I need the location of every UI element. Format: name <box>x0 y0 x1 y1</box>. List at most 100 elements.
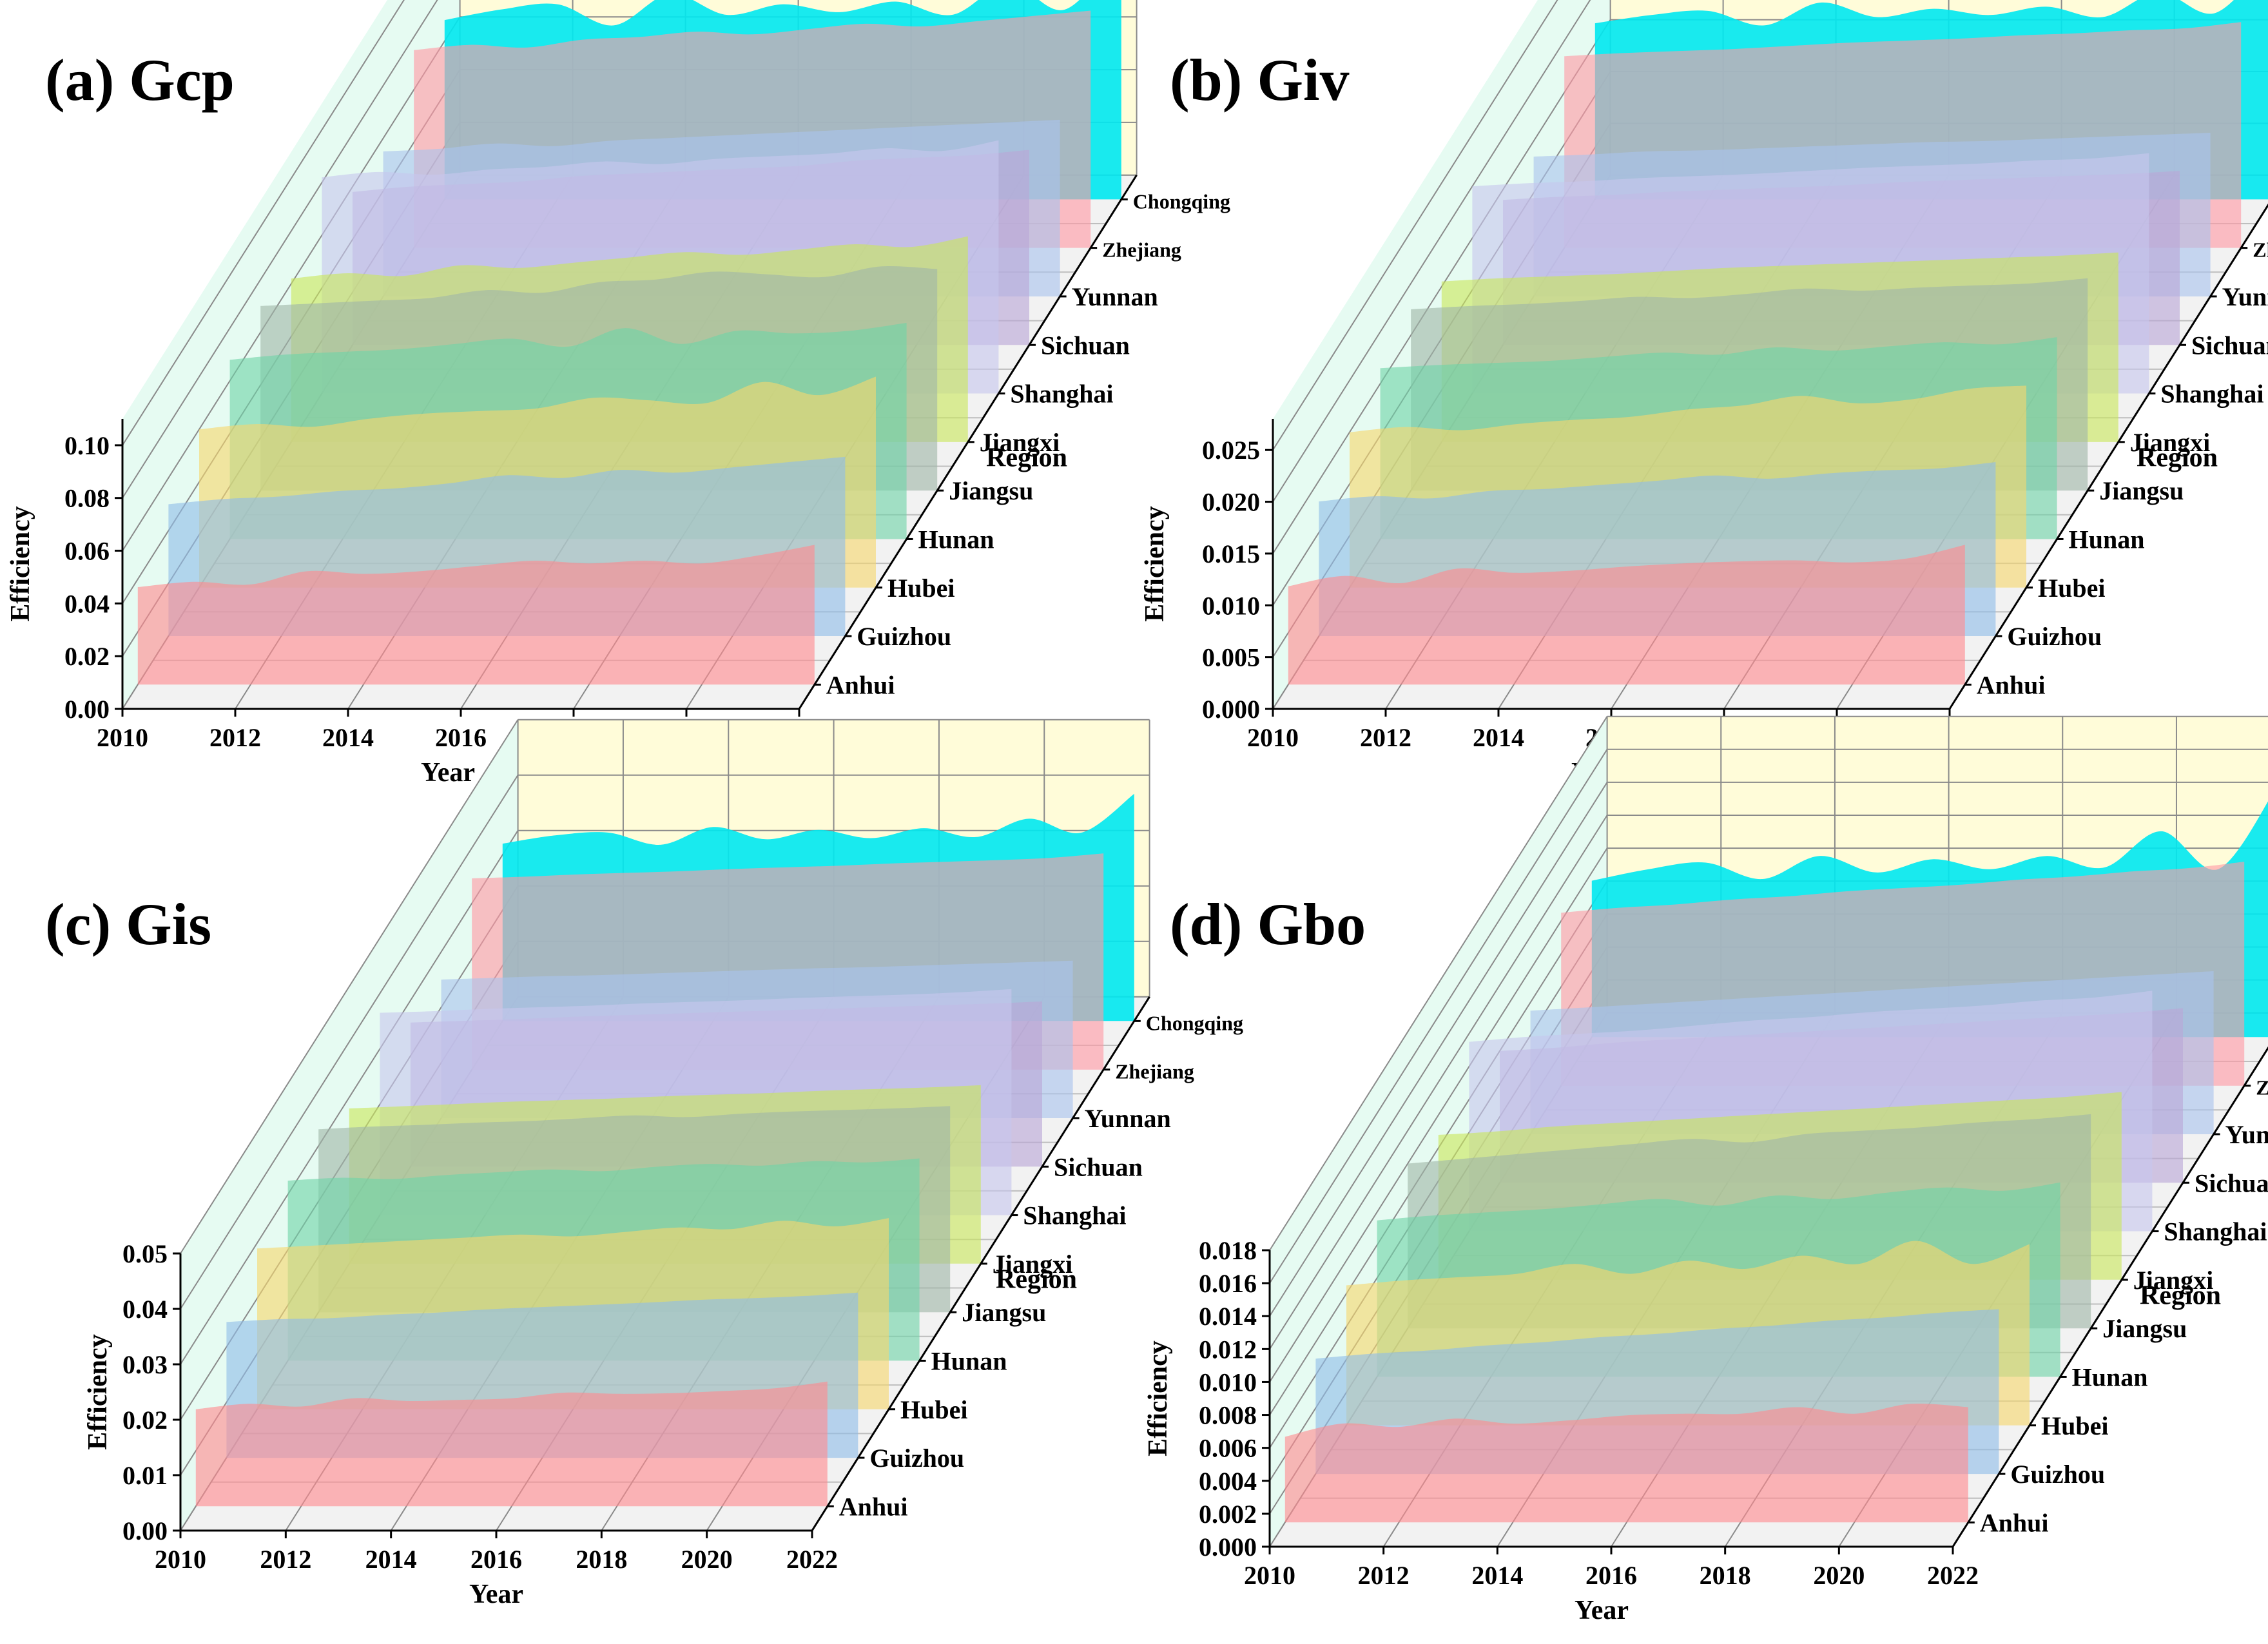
x-tick-label: 2014 <box>1471 1561 1523 1590</box>
x-axis-title: Year <box>469 1580 523 1609</box>
area-series-anhui <box>137 545 815 685</box>
y-tick-label: 0.00 <box>122 1516 168 1545</box>
region-tick-label: Yunnan <box>1085 1104 1171 1133</box>
area-series-anhui <box>195 1381 828 1507</box>
region-tick-label: Anhui <box>1980 1508 2049 1537</box>
x-tick-label: 2022 <box>786 1545 838 1574</box>
y-tick-label: 0.015 <box>1202 539 1260 568</box>
y-tick-label: 0.020 <box>1202 488 1260 517</box>
y-tick-label: 0.018 <box>1199 1236 1257 1265</box>
x-tick-label: 2016 <box>470 1545 522 1574</box>
region-tick-label: Guizhou <box>857 622 951 651</box>
x-tick-label: 2018 <box>1700 1561 1751 1590</box>
region-tick-label: Jiangsu <box>2102 1314 2187 1343</box>
x-tick-label: 2010 <box>97 723 148 752</box>
region-tick-label: Jiangxi <box>2133 1266 2213 1295</box>
region-tick-label: Chongqing <box>1133 189 1230 213</box>
y-axis-title: Efficiency <box>1143 1340 1173 1456</box>
panel-title: (c) Gis <box>45 891 211 957</box>
y-tick-label: 0.010 <box>1202 591 1260 620</box>
y-tick-label: 0.02 <box>122 1406 168 1435</box>
y-tick-label: 0.010 <box>1199 1368 1257 1397</box>
x-tick-label: 2020 <box>681 1545 733 1574</box>
area-series-anhui <box>1284 1403 1968 1523</box>
region-tick-label: Zhejiang <box>1102 238 1181 262</box>
x-tick-label: 2010 <box>1247 723 1299 752</box>
x-tick-label: 2014 <box>1473 723 1524 752</box>
region-tick-label: Sichuan <box>1054 1152 1143 1181</box>
region-tick-label: Sichuan <box>2191 331 2268 360</box>
x-tick-label: 2016 <box>1585 1561 1637 1590</box>
chart-panel-4: 2010 2012 2014 2016 2018 2020 2022 0.000 0.002 0.… <box>1143 715 2268 1625</box>
y-axis-title: Efficiency <box>6 506 35 622</box>
y-tick-label: 0.016 <box>1199 1269 1257 1298</box>
region-tick-label: Jiangxi <box>993 1250 1072 1279</box>
region-tick-label: Hunan <box>2072 1362 2148 1391</box>
y-tick-label: 0.06 <box>64 537 110 566</box>
area-series-anhui <box>1288 545 1965 685</box>
y-tick-label: 0.00 <box>64 695 110 724</box>
chart-panel-3: 2010 2012 2014 2016 2018 2020 2022 0.00 0.01 0.02… <box>45 719 1243 1609</box>
y-tick-label: 0.05 <box>122 1239 168 1268</box>
region-tick-label: Sichuan <box>1041 331 1130 360</box>
region-tick-label: Guizhou <box>869 1444 964 1473</box>
y-axis-title: Efficiency <box>1140 506 1170 622</box>
y-tick-label: 0.025 <box>1202 436 1260 465</box>
region-tick-label: Zhejiang <box>2253 238 2268 262</box>
region-tick-label: Shanghai <box>2164 1217 2267 1246</box>
y-axis-title: Efficiency <box>83 1334 113 1450</box>
region-tick-label: Jiangxi <box>980 428 1060 457</box>
y-tick-label: 0.005 <box>1202 643 1260 672</box>
y-tick-label: 0.04 <box>122 1295 168 1324</box>
y-tick-label: 0.002 <box>1199 1500 1257 1529</box>
panel-title: (a) Gcp <box>45 47 235 113</box>
region-tick-label: Hunan <box>931 1346 1007 1375</box>
region-tick-label: Hubei <box>2038 574 2105 603</box>
region-tick-label: Zhejiang <box>1115 1060 1194 1083</box>
region-tick-label: Jiangsu <box>962 1298 1046 1327</box>
x-axis-title: Year <box>421 758 475 788</box>
x-tick-label: 2010 <box>155 1545 206 1574</box>
x-tick-label: 2020 <box>1813 1561 1865 1590</box>
region-tick-label: Shanghai <box>1023 1201 1126 1230</box>
y-tick-label: 0.004 <box>1199 1467 1257 1496</box>
y-tick-label: 0.10 <box>64 431 110 460</box>
z-axis-title: Region <box>2137 443 2218 472</box>
region-tick-label: Jiangsu <box>949 476 1033 505</box>
y-tick-label: 0.014 <box>1199 1302 1257 1331</box>
region-tick-label: Yunnan <box>2222 282 2268 311</box>
x-tick-label: 2012 <box>209 723 261 752</box>
z-axis-title: Region <box>2140 1281 2221 1310</box>
x-tick-label: 2014 <box>365 1545 417 1574</box>
region-tick-label: Hubei <box>2041 1411 2108 1440</box>
y-tick-label: 0.008 <box>1199 1401 1257 1430</box>
y-tick-label: 0.000 <box>1199 1533 1257 1562</box>
region-tick-label: Guizhou <box>2007 622 2102 651</box>
region-tick-label: Anhui <box>826 670 895 699</box>
y-tick-label: 0.03 <box>122 1350 168 1379</box>
z-axis-title: Region <box>986 443 1067 472</box>
y-tick-label: 0.01 <box>122 1461 168 1490</box>
x-tick-label: 2012 <box>1360 723 1411 752</box>
x-tick-label: 2012 <box>1358 1561 1410 1590</box>
y-tick-label: 0.012 <box>1199 1335 1257 1364</box>
panel-title: (b) Giv <box>1170 47 1350 113</box>
y-tick-label: 0.02 <box>64 642 110 671</box>
region-tick-label: Hubei <box>887 574 955 603</box>
region-tick-label: Anhui <box>839 1492 908 1521</box>
region-tick-label: Shanghai <box>1010 380 1113 409</box>
region-tick-label: Hunan <box>918 525 994 554</box>
x-axis-title: Year <box>1575 1596 1629 1625</box>
z-axis-title: Region <box>996 1264 1077 1294</box>
region-tick-label: Anhui <box>1977 670 2046 699</box>
chart-panel-2: 20102012201420162018202020220.0000.0050.… <box>1140 0 2268 788</box>
x-tick-label: 2012 <box>260 1545 311 1574</box>
x-tick-label: 2018 <box>576 1545 627 1574</box>
y-tick-label: 0.006 <box>1199 1434 1257 1463</box>
region-tick-label: Yunnan <box>1072 282 1158 311</box>
x-tick-label: 2022 <box>1927 1561 1979 1590</box>
y-tick-label: 0.04 <box>64 589 110 618</box>
region-tick-label: Hunan <box>2069 525 2145 554</box>
